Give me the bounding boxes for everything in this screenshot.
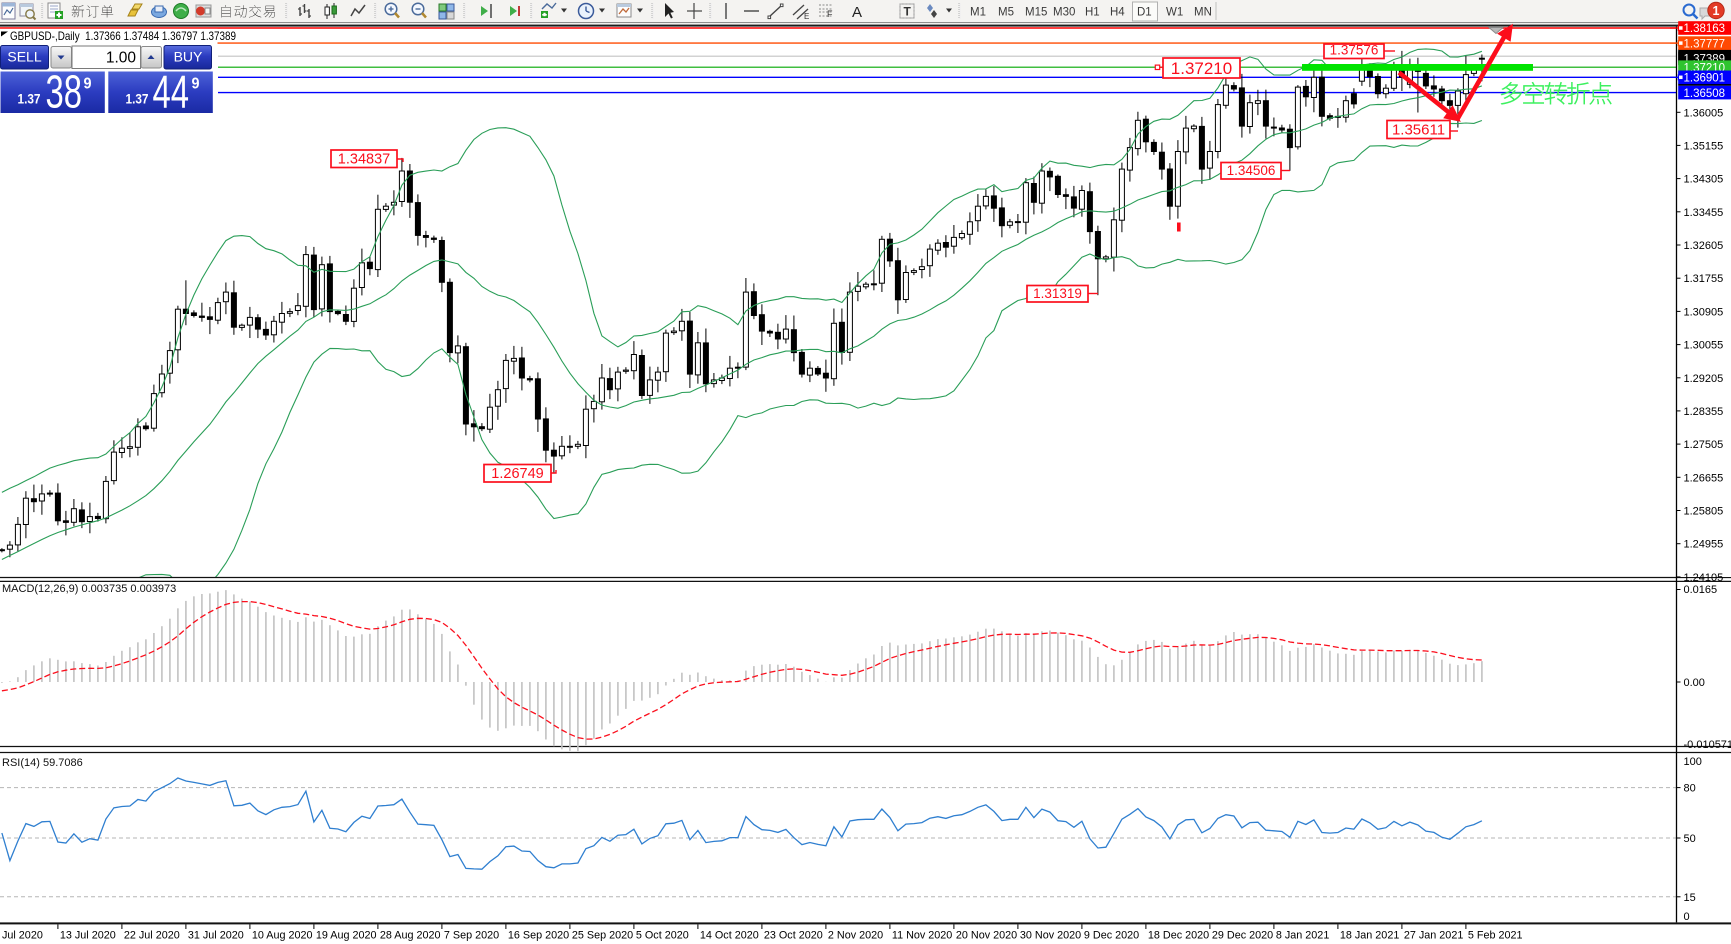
svg-text:M15: M15 [1025,7,1047,19]
svg-text:19 Aug 2020: 19 Aug 2020 [316,930,377,942]
svg-text:1.28355: 1.28355 [1684,406,1724,418]
svg-text:25 Sep 2020: 25 Sep 2020 [572,930,633,942]
svg-text:7 Sep 2020: 7 Sep 2020 [444,930,499,942]
svg-text:MN: MN [1194,7,1212,19]
svg-text:1.31319: 1.31319 [1033,286,1082,301]
svg-text:1: 1 [1713,4,1720,18]
svg-text:80: 80 [1684,783,1696,795]
svg-text:1.34837: 1.34837 [338,151,390,167]
svg-text:9: 9 [84,76,92,93]
svg-text:44: 44 [153,66,190,118]
svg-text:9 Dec 2020: 9 Dec 2020 [1084,930,1139,942]
svg-text:1.29205: 1.29205 [1684,373,1724,385]
svg-text:1.24105: 1.24105 [1684,572,1724,584]
svg-text:1.31755: 1.31755 [1684,273,1724,285]
svg-text:1.26749: 1.26749 [491,466,543,482]
svg-text:1.26655: 1.26655 [1684,472,1724,484]
svg-text:31 Jul 2020: 31 Jul 2020 [188,930,244,942]
svg-text:1.37: 1.37 [126,91,149,107]
svg-text:18 Dec 2020: 18 Dec 2020 [1148,930,1209,942]
svg-text:W1: W1 [1166,7,1183,19]
svg-text:50: 50 [1684,833,1696,845]
svg-text:38: 38 [46,66,83,118]
svg-text:T: T [904,5,912,19]
svg-text:1.37777: 1.37777 [1684,38,1726,50]
svg-text:1.37210: 1.37210 [1171,59,1232,78]
svg-text:1.32605: 1.32605 [1684,240,1724,252]
svg-text:SELL: SELL [7,49,41,65]
svg-text:100: 100 [1684,756,1702,768]
svg-text:13 Jul 2020: 13 Jul 2020 [60,930,116,942]
svg-text:9: 9 [192,76,200,93]
svg-text:5 Feb 2021: 5 Feb 2021 [1468,930,1523,942]
svg-text:1.35155: 1.35155 [1684,140,1724,152]
svg-text:8 Jan 2021: 8 Jan 2021 [1276,930,1329,942]
svg-text:29 Dec 2020: 29 Dec 2020 [1212,930,1273,942]
svg-text:1.37576: 1.37576 [1330,42,1379,57]
svg-text:22 Jul 2020: 22 Jul 2020 [124,930,180,942]
svg-text:5 Oct 2020: 5 Oct 2020 [636,930,689,942]
svg-text:MACD(12,26,9) 0.003735 0.00397: MACD(12,26,9) 0.003735 0.003973 [2,583,176,595]
svg-text:1.37: 1.37 [18,91,41,107]
svg-text:RSI(14) 59.7086: RSI(14) 59.7086 [2,757,83,769]
svg-text:BUY: BUY [174,49,203,65]
svg-text:1.30905: 1.30905 [1684,306,1724,318]
svg-text:-0.010571: -0.010571 [1684,739,1731,751]
svg-text:1.34506: 1.34506 [1227,163,1276,178]
svg-text:H4: H4 [1110,7,1125,19]
svg-text:1.38163: 1.38163 [1684,23,1726,35]
svg-text:30 Nov 2020: 30 Nov 2020 [1020,930,1081,942]
svg-text:1.36005: 1.36005 [1684,107,1724,119]
svg-text:1.27505: 1.27505 [1684,439,1724,451]
svg-text:1.36508: 1.36508 [1684,88,1726,100]
svg-text:15: 15 [1684,892,1696,904]
svg-text:A: A [852,4,862,21]
svg-text:1.24955: 1.24955 [1684,539,1724,551]
svg-text:1.36901: 1.36901 [1684,73,1726,85]
svg-text:M30: M30 [1053,7,1075,19]
svg-text:11 Nov 2020: 11 Nov 2020 [892,930,952,942]
svg-text:0: 0 [1684,911,1690,923]
svg-text:M1: M1 [970,7,986,19]
svg-text:14 Oct 2020: 14 Oct 2020 [700,930,759,942]
svg-text:16 Sep 2020: 16 Sep 2020 [508,930,569,942]
svg-text:D1: D1 [1137,7,1152,19]
svg-text:20 Nov 2020: 20 Nov 2020 [956,930,1017,942]
svg-text:10 Aug 2020: 10 Aug 2020 [252,930,313,942]
svg-text:0.00: 0.00 [1684,677,1705,689]
svg-text:F: F [827,9,833,19]
svg-text:1.35611: 1.35611 [1392,121,1445,138]
svg-text:18 Jan 2021: 18 Jan 2021 [1340,930,1399,942]
svg-text:1.00: 1.00 [106,50,137,67]
svg-text:23 Oct 2020: 23 Oct 2020 [764,930,823,942]
svg-text:2 Nov 2020: 2 Nov 2020 [828,930,883,942]
svg-text:M5: M5 [998,7,1014,19]
svg-text:27 Jan 2021: 27 Jan 2021 [1404,930,1463,942]
svg-text:GBPUSD-,Daily 1.37366 1.37484: GBPUSD-,Daily 1.37366 1.37484 1.36797 1.… [10,30,236,43]
svg-text:0.0165: 0.0165 [1684,584,1718,596]
svg-text:3 Jul 2020: 3 Jul 2020 [0,930,43,942]
svg-text:H1: H1 [1085,7,1100,19]
svg-text:1.25805: 1.25805 [1684,506,1724,518]
svg-text:1.30055: 1.30055 [1684,340,1724,352]
svg-text:E: E [804,12,809,21]
svg-text:28 Aug 2020: 28 Aug 2020 [380,930,441,942]
svg-text:1.34305: 1.34305 [1684,174,1724,186]
svg-text:1.33455: 1.33455 [1684,207,1724,219]
